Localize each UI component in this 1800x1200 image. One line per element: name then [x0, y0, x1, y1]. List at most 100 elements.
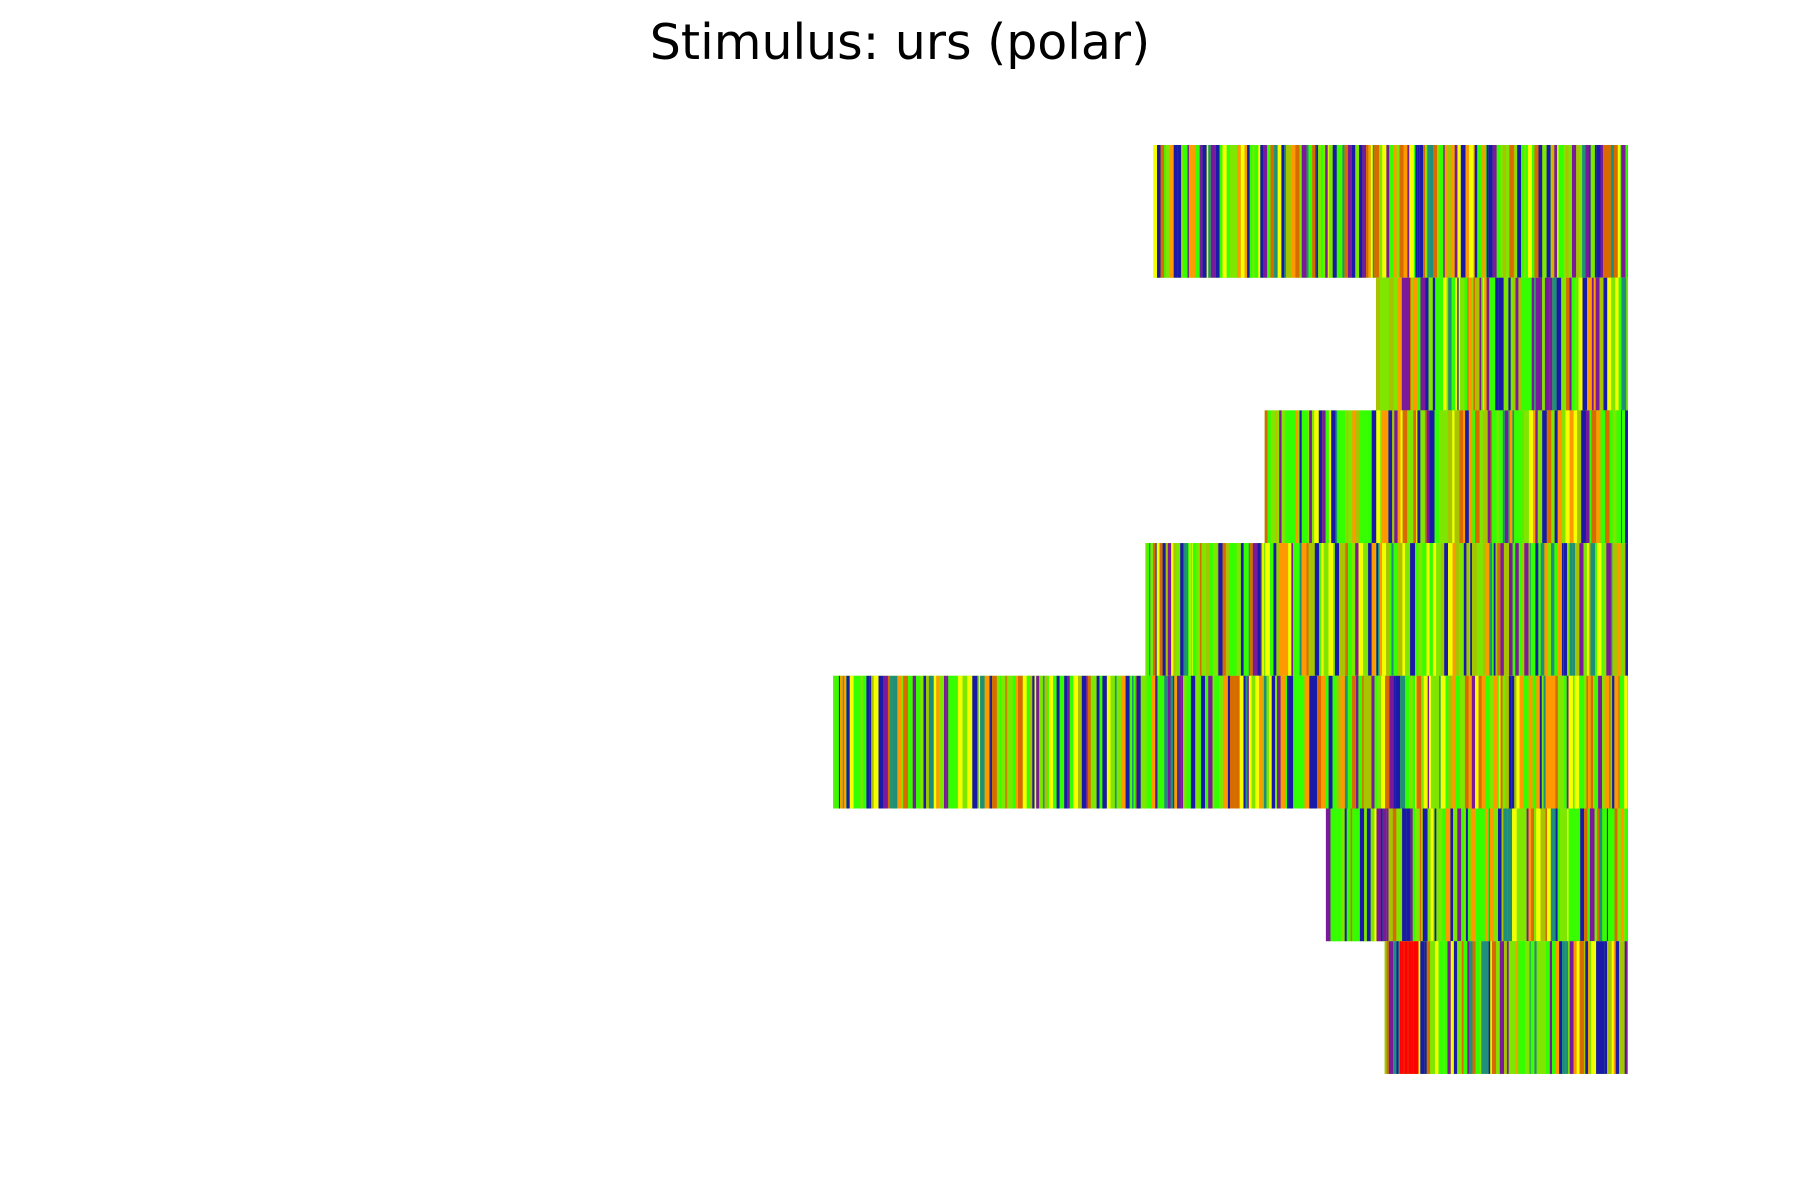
stimulus-stripe [1133, 675, 1136, 809]
stimulus-stripe [1596, 543, 1602, 676]
stimulus-stripe [1557, 808, 1561, 942]
stimulus-stripe [1308, 543, 1311, 676]
stimulus-stripe [1508, 277, 1511, 411]
stimulus-stripe [1564, 410, 1566, 544]
stimulus-stripe [1376, 675, 1381, 809]
stimulus-stripe [1157, 675, 1160, 809]
stimulus-stripe [1195, 675, 1198, 809]
stimulus-stripe [1366, 145, 1369, 278]
stimulus-stripe [1518, 277, 1522, 411]
stimulus-stripe [1522, 543, 1525, 676]
stimulus-stripe [1537, 410, 1543, 544]
stimulus-stripe [1478, 543, 1483, 676]
stimulus-stripe [1584, 941, 1586, 1074]
stimulus-stripe [1563, 543, 1568, 676]
stimulus-stripe [1267, 145, 1271, 278]
stimulus-stripe [1059, 675, 1065, 809]
stimulus-stripe [1271, 675, 1276, 809]
stimulus-stripe [1515, 145, 1518, 278]
stimulus-stripe [1528, 410, 1533, 544]
stimulus-stripe [1452, 543, 1456, 676]
stimulus-stripe [1223, 675, 1228, 809]
stimulus-stripe [1156, 543, 1160, 676]
stimulus-stripe [1069, 675, 1074, 809]
stimulus-stripe [1440, 277, 1443, 411]
stimulus-stripe [1337, 410, 1342, 544]
stimulus-stripe [1443, 277, 1447, 411]
stimulus-stripe [1374, 808, 1377, 942]
stimulus-stripe [1610, 675, 1613, 809]
stimulus-stripe [1149, 543, 1151, 676]
stimulus-stripe [1343, 543, 1346, 676]
stimulus-stripe [1467, 941, 1470, 1074]
stimulus-stripe [1247, 543, 1249, 676]
stimulus-stripe [1552, 277, 1557, 411]
stimulus-stripe [1403, 145, 1408, 278]
stimulus-stripe [1099, 675, 1103, 809]
stimulus-stripe [1381, 675, 1386, 809]
stimulus-stripe [1412, 808, 1416, 942]
stimulus-stripe [1540, 808, 1546, 942]
stimulus-stripe [1611, 941, 1614, 1074]
stimulus-stripe [1421, 808, 1423, 942]
stimulus-stripe [1479, 941, 1482, 1074]
stimulus-stripe [1521, 145, 1525, 278]
stimulus-stripe [1374, 675, 1377, 809]
stimulus-stripe [1414, 145, 1416, 278]
stimulus-stripe [1566, 675, 1569, 809]
stimulus-stripe [1400, 808, 1402, 942]
stimulus-stripe [1145, 675, 1147, 809]
stimulus-stripe [1596, 145, 1601, 278]
stimulus-stripe [1279, 543, 1284, 676]
stimulus-stripe [1208, 675, 1213, 809]
stimulus-stripe [1447, 410, 1453, 544]
stimulus-stripe [1606, 543, 1611, 676]
stimulus-stripe [1167, 543, 1172, 676]
stimulus-stripe [1005, 675, 1007, 809]
stimulus-stripe [1495, 543, 1498, 676]
stimulus-stripe [1155, 543, 1157, 676]
stimulus-stripe [1472, 410, 1476, 544]
stimulus-stripe [1465, 145, 1470, 278]
stimulus-stripe [1585, 145, 1590, 278]
stimulus-stripe [1448, 543, 1453, 676]
stimulus-stripe [1428, 277, 1433, 411]
stimulus-stripe [1499, 941, 1505, 1074]
stimulus-stripe [1362, 145, 1367, 278]
stimulus-stripe [1484, 145, 1487, 278]
stimulus-stripe [1167, 675, 1171, 809]
stimulus-stripe [1195, 145, 1200, 278]
stimulus-stripe [1589, 808, 1595, 942]
stimulus-stripe [1554, 410, 1558, 544]
stimulus-stripe [1519, 675, 1524, 809]
stimulus-stripe [1236, 543, 1240, 676]
stimulus-stripe [928, 675, 934, 809]
stimulus-stripe [1376, 808, 1381, 942]
stimulus-stripe [1487, 675, 1490, 809]
stimulus-stripe [1594, 675, 1597, 809]
stimulus-stripe [1518, 941, 1523, 1074]
stimulus-stripe [1502, 410, 1505, 544]
stimulus-stripe [1359, 808, 1365, 942]
stimulus-stripe [1410, 543, 1415, 676]
stimulus-stripe [1217, 543, 1219, 676]
stimulus-stripe [946, 675, 949, 809]
stimulus-stripe [1472, 941, 1476, 1074]
stimulus-stripe [990, 675, 993, 809]
stimulus-stripe [1402, 410, 1408, 544]
stimulus-stripe [1422, 543, 1427, 676]
stimulus-stripe [1435, 277, 1440, 411]
stimulus-stripe [1541, 941, 1546, 1074]
stimulus-stripe [1453, 808, 1458, 942]
stimulus-stripe [1607, 277, 1612, 411]
stimulus-stripe [1078, 675, 1082, 809]
stimulus-stripe [1533, 941, 1535, 1074]
stimulus-stripe [1173, 675, 1175, 809]
stimulus-stripe [1508, 941, 1514, 1074]
stimulus-stripe [1546, 410, 1552, 544]
stimulus-stripe [1504, 941, 1507, 1074]
stimulus-stripe [1524, 277, 1528, 411]
stimulus-stripe [1500, 675, 1503, 809]
stimulus-stripe [1455, 277, 1458, 411]
stimulus-stripe [936, 675, 940, 809]
